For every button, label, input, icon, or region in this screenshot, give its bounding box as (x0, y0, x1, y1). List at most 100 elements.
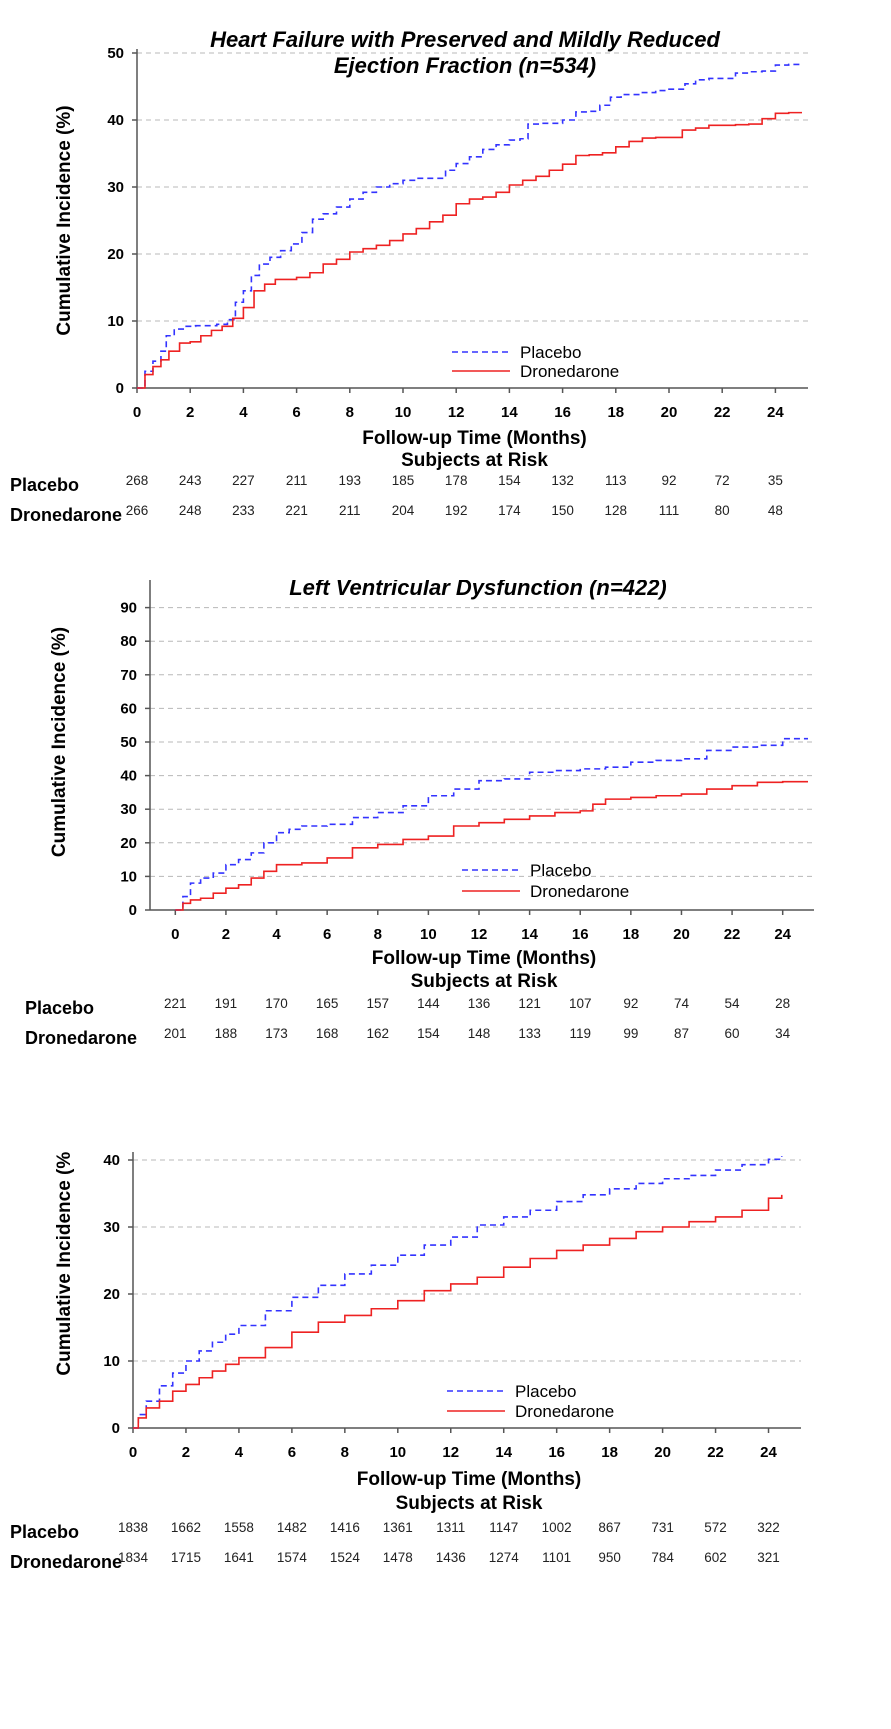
chart-2-y-tick-label: 30 (120, 801, 137, 818)
chart-3-legend-label-dronedarone: Dronedarone (515, 1402, 614, 1421)
chart-1-risk-value-placebo: 193 (339, 473, 362, 488)
chart-1-risk-value-placebo: 178 (445, 473, 468, 488)
chart-1-risk-value-dronedarone: 211 (339, 503, 361, 518)
chart-3-x-tick-label: 2 (182, 1444, 190, 1461)
chart-1-legend-label-dronedarone: Dronedarone (520, 362, 619, 381)
chart-2-legend-label-placebo: Placebo (530, 861, 591, 880)
chart-2-series-dronedarone-line (175, 780, 808, 911)
chart-2-x-tick-label: 6 (323, 926, 331, 943)
chart-1-risk-row-label-dronedarone: Dronedarone (10, 505, 122, 525)
chart-2-risk-value-placebo: 28 (775, 996, 790, 1011)
chart-3-risk-value-dronedarone: 1641 (224, 1550, 254, 1565)
chart-1-risk-value-dronedarone: 204 (392, 503, 415, 518)
chart-1-risk-value-placebo: 132 (551, 473, 574, 488)
chart-1-y-tick-label: 30 (107, 179, 124, 196)
chart-3-risk-value-dronedarone: 1436 (436, 1550, 466, 1565)
chart-3-x-tick-label: 10 (389, 1444, 406, 1461)
chart-2-y-tick-label: 50 (120, 734, 137, 751)
chart-1-risk-value-dronedarone: 221 (285, 503, 308, 518)
chart-2-risk-value-placebo: 136 (468, 996, 491, 1011)
chart-1-risk-value-placebo: 154 (498, 473, 521, 488)
chart-3-risk-value-dronedarone: 321 (757, 1550, 780, 1565)
chart-2-title-line-2: Left Ventricular Dysfunction (n=422) (289, 580, 667, 600)
chart-3-risk-value-placebo: 1002 (542, 1520, 572, 1535)
chart-1-x-tick-label: 14 (501, 404, 518, 421)
chart-3-risk-value-dronedarone: 950 (598, 1550, 621, 1565)
chart-1-y-tick-label: 40 (107, 112, 124, 129)
chart-2-series-placebo-line (175, 737, 808, 911)
chart-2-x-tick-label: 0 (171, 926, 179, 943)
chart-panel-2: Heart Failure with Reduced Ejection Frac… (0, 580, 891, 1152)
chart-2-y-axis-label: Cumulative Incidence (%) (49, 627, 70, 857)
chart-2-risk-value-placebo: 144 (417, 996, 440, 1011)
chart-2-y-tick-label: 90 (120, 600, 137, 617)
chart-3-risk-table-title: Subjects at Risk (396, 1493, 543, 1514)
chart-2-risk-value-dronedarone: 34 (775, 1026, 791, 1041)
chart-3-risk-value-dronedarone: 1274 (489, 1550, 520, 1565)
chart-1-risk-value-placebo: 211 (286, 473, 308, 488)
chart-3-y-tick-label: 10 (103, 1353, 120, 1370)
chart-2-x-tick-label: 8 (374, 926, 382, 943)
chart-2-risk-value-dronedarone: 188 (215, 1026, 238, 1041)
chart-2-x-tick-label: 2 (222, 926, 230, 943)
chart-3-risk-value-placebo: 1147 (489, 1520, 518, 1535)
chart-3-x-tick-label: 20 (654, 1444, 671, 1461)
chart-1-risk-value-dronedarone: 192 (445, 503, 468, 518)
chart-1-risk-value-dronedarone: 233 (232, 503, 255, 518)
chart-1-risk-value-dronedarone: 174 (498, 503, 521, 518)
chart-1-risk-value-dronedarone: 80 (715, 503, 730, 518)
chart-1-y-tick-label: 0 (116, 380, 124, 397)
chart-2-risk-value-placebo: 92 (623, 996, 638, 1011)
chart-3-x-tick-label: 0 (129, 1444, 137, 1461)
chart-1-series-dronedarone-line (137, 111, 802, 389)
chart-2-risk-row-label-dronedarone: Dronedarone (25, 1028, 137, 1048)
chart-3-y-tick-label: 20 (103, 1286, 120, 1303)
chart-2-risk-value-dronedarone: 168 (316, 1026, 339, 1041)
chart-3-risk-value-dronedarone: 1574 (277, 1550, 308, 1565)
chart-3-risk-value-dronedarone: 1834 (118, 1550, 149, 1565)
chart-2-y-tick-label: 10 (120, 868, 137, 885)
chart-1-x-tick-label: 18 (607, 404, 624, 421)
chart-1-risk-value-dronedarone: 248 (179, 503, 202, 518)
chart-1-x-tick-label: 12 (448, 404, 465, 421)
km-chart-hfpef: Heart Failure with Preserved and Mildly … (10, 27, 808, 525)
chart-3-y-tick-label: 40 (103, 1152, 120, 1169)
chart-2-risk-value-dronedarone: 60 (725, 1026, 740, 1041)
chart-2-legend-label-dronedarone: Dronedarone (530, 882, 629, 901)
chart-2-risk-value-dronedarone: 133 (518, 1026, 541, 1041)
chart-1-x-tick-label: 2 (186, 404, 194, 421)
chart-2-risk-value-placebo: 170 (265, 996, 288, 1011)
chart-1-risk-value-placebo: 268 (126, 473, 149, 488)
chart-1-x-tick-label: 16 (554, 404, 571, 421)
chart-2-x-tick-label: 18 (623, 926, 640, 943)
chart-3-x-tick-label: 18 (601, 1444, 618, 1461)
chart-1-y-axis-label: Cumulative Incidence (%) (54, 105, 75, 335)
chart-1-risk-value-placebo: 72 (715, 473, 730, 488)
chart-1-title-line-1: Heart Failure with Preserved and Mildly … (210, 27, 720, 52)
chart-1-y-tick-label: 50 (107, 45, 124, 62)
chart-2-y-tick-label: 70 (120, 667, 137, 684)
chart-1-risk-value-placebo: 35 (768, 473, 783, 488)
chart-3-risk-value-placebo: 731 (651, 1520, 674, 1535)
chart-3-risk-value-placebo: 867 (598, 1520, 621, 1535)
chart-3-x-tick-label: 8 (341, 1444, 349, 1461)
chart-2-risk-value-dronedarone: 99 (623, 1026, 638, 1041)
chart-1-risk-value-placebo: 92 (661, 473, 676, 488)
chart-2-y-tick-label: 0 (129, 902, 137, 919)
chart-3-risk-value-placebo: 1558 (224, 1520, 254, 1535)
chart-3-risk-value-placebo: 1482 (277, 1520, 307, 1535)
chart-2-x-tick-label: 10 (420, 926, 437, 943)
chart-2-risk-value-placebo: 107 (569, 996, 592, 1011)
chart-3-risk-value-placebo: 572 (704, 1520, 727, 1535)
chart-3-x-tick-label: 12 (442, 1444, 459, 1461)
chart-3-risk-value-placebo: 1838 (118, 1520, 148, 1535)
chart-1-risk-value-dronedarone: 128 (605, 503, 628, 518)
chart-1-risk-row-label-placebo: Placebo (10, 475, 79, 495)
chart-3-y-axis-label: Cumulative Incidence (%) (54, 1152, 75, 1376)
chart-2-y-tick-label: 100 (112, 580, 137, 583)
chart-2-risk-value-placebo: 221 (164, 996, 187, 1011)
chart-3-y-tick-label: 30 (103, 1219, 120, 1236)
chart-1-x-tick-label: 10 (395, 404, 412, 421)
chart-3-x-tick-label: 6 (288, 1444, 296, 1461)
chart-2-x-tick-label: 20 (673, 926, 690, 943)
